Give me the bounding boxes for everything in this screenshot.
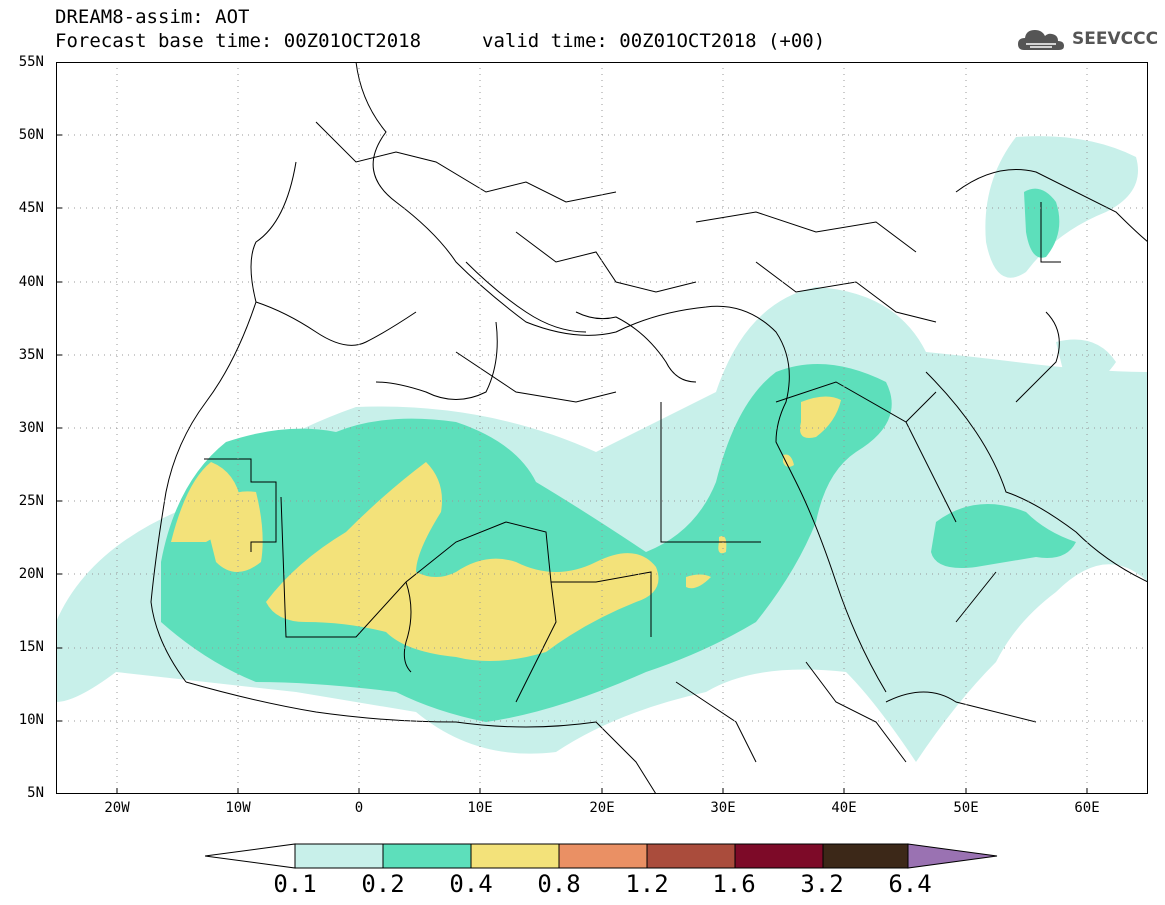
lat-label: 30N xyxy=(18,420,44,436)
axis-ticks xyxy=(56,134,1088,794)
seevccc-logo: SEEVCCC xyxy=(1016,24,1158,54)
colorbar-swatch xyxy=(822,843,909,869)
lon-label: 10E xyxy=(467,800,493,816)
aot-map xyxy=(56,62,1148,794)
country-borders xyxy=(204,121,1061,794)
colorbar-label: 1.2 xyxy=(625,870,669,898)
lon-label: 30E xyxy=(710,800,736,816)
colorbar-under-arrow xyxy=(205,843,296,869)
colorbar-label: 0.8 xyxy=(537,870,581,898)
colorbar-swatch xyxy=(646,843,736,869)
colorbar-label: 0.4 xyxy=(449,870,493,898)
colorbar-swatch xyxy=(294,843,384,869)
grid-lines xyxy=(56,62,1148,794)
colorbar-over-arrow xyxy=(907,843,998,869)
valid-time: valid time: 00Z01OCT2018 (+00) xyxy=(482,30,826,52)
aot-band-0.2 xyxy=(161,188,1076,722)
lon-label: 50E xyxy=(953,800,979,816)
coastlines xyxy=(150,62,1148,728)
lon-label: 20W xyxy=(104,800,130,816)
cloud-icon xyxy=(1018,30,1064,50)
colorbar-label: 1.6 xyxy=(712,870,756,898)
lon-label: 60E xyxy=(1074,800,1100,816)
lat-label: 15N xyxy=(18,639,44,655)
forecast-base-time: Forecast base time: 00Z01OCT2018 xyxy=(55,30,422,52)
lat-label: 50N xyxy=(18,127,44,143)
colorbar-label: 6.4 xyxy=(888,870,932,898)
colorbar xyxy=(205,843,998,869)
lon-label: 40E xyxy=(831,800,857,816)
colorbar-label: 0.1 xyxy=(273,870,317,898)
lon-label: 0 xyxy=(354,800,364,816)
lat-label: 5N xyxy=(27,785,44,801)
lon-label: 10W xyxy=(225,800,251,816)
colorbar-label: 3.2 xyxy=(800,870,844,898)
colorbar-label: 0.2 xyxy=(361,870,405,898)
lat-label: 20N xyxy=(18,566,44,582)
lat-label: 25N xyxy=(18,493,44,509)
colorbar-swatch xyxy=(470,843,560,869)
lon-label: 20E xyxy=(589,800,615,816)
logo-text: SEEVCCC xyxy=(1072,29,1159,49)
map-title: DREAM8-assim: AOT xyxy=(55,6,250,28)
aot-band-0.4 xyxy=(171,396,841,661)
lat-label: 55N xyxy=(18,54,44,70)
lat-label: 35N xyxy=(18,347,44,363)
lat-label: 10N xyxy=(18,712,44,728)
colorbar-swatch xyxy=(558,843,648,869)
colorbar-swatch xyxy=(734,843,824,869)
lat-label: 40N xyxy=(18,274,44,290)
lat-label: 45N xyxy=(18,200,44,216)
colorbar-swatch xyxy=(382,843,472,869)
